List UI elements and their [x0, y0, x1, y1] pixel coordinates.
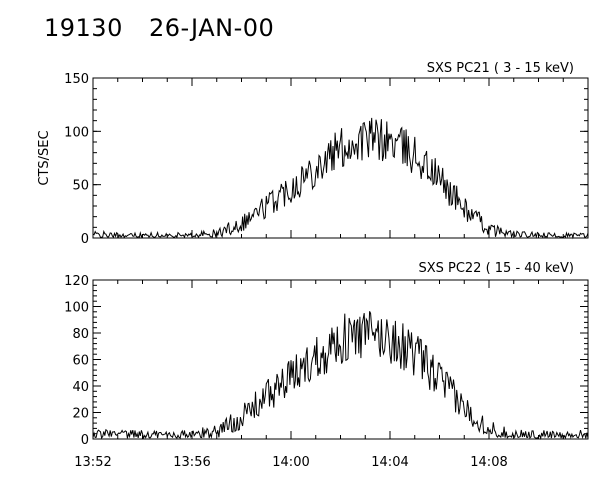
chart-header: 19130 26-JAN-00 [44, 14, 274, 42]
y-tick-label: 0 [81, 433, 89, 448]
event-date: 26-JAN-00 [149, 14, 275, 42]
x-tick-label: 13:56 [173, 455, 210, 470]
panel-label-2: SXS PC22 ( 15 - 40 keV) [418, 261, 574, 276]
y-tick-label: 40 [72, 380, 89, 395]
y-tick-label: 0 [81, 232, 89, 247]
y-tick-label: 20 [72, 407, 89, 422]
plot-frame-1 [92, 77, 589, 239]
y-tick-label: 50 [72, 179, 89, 194]
plot-frame-2 [92, 279, 589, 440]
series-line-1 [92, 117, 589, 240]
y-tick-label: 120 [64, 274, 89, 289]
series-line-2 [92, 311, 589, 441]
x-tick-label: 14:08 [470, 455, 507, 470]
y-tick-label: 60 [72, 354, 89, 369]
y-tick-label: 150 [64, 72, 89, 87]
y-tick-label: 100 [64, 125, 89, 140]
x-tick-label: 13:52 [74, 455, 111, 470]
y-tick-label: 100 [64, 301, 89, 316]
y-axis-label: CTS/SEC [37, 130, 52, 185]
y-tick-label: 80 [72, 327, 89, 342]
event-id: 19130 [44, 14, 123, 42]
x-tick-label: 14:04 [371, 455, 408, 470]
x-tick-label: 14:00 [272, 455, 309, 470]
panel-label-1: SXS PC21 ( 3 - 15 keV) [427, 61, 574, 76]
